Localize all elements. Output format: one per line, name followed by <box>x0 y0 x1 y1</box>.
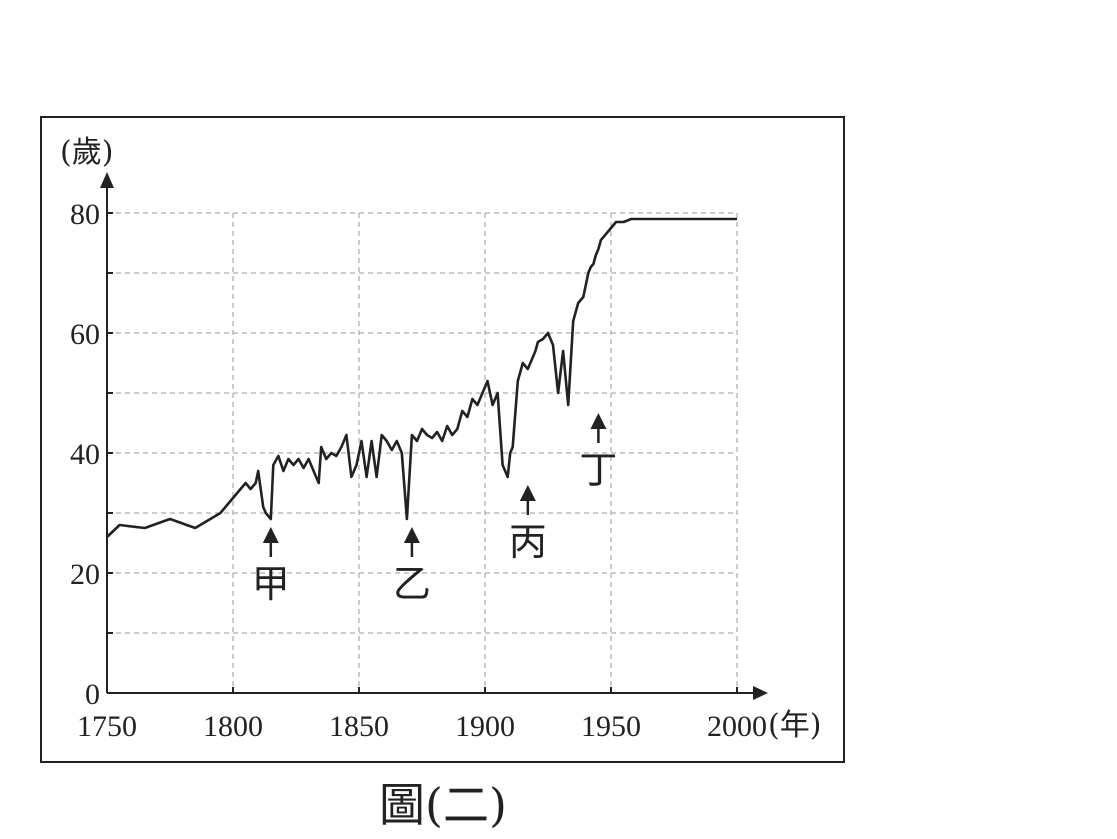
annotation-label: 丙 <box>509 520 547 564</box>
annotation-label: 丁 <box>579 448 617 492</box>
series <box>106 217 737 538</box>
y-tick-label: 40 <box>70 438 100 471</box>
annotations: 甲 乙 丙丁 <box>252 413 617 606</box>
x-tick-label: 1850 <box>329 710 389 743</box>
figure-caption: 圖(二) <box>379 778 507 832</box>
x-tick-label: 2000 <box>707 710 767 743</box>
y-axis-label: (歲) <box>60 135 113 170</box>
annotation-label: 甲 <box>252 562 290 606</box>
x-axis-arrow <box>753 686 768 700</box>
grid <box>107 212 738 693</box>
annotation-arrowhead <box>590 413 607 429</box>
y-tick-label: 0 <box>85 678 100 711</box>
tick-labels: 1750 1800 1850 1900 1950 2000 0 20 40 60 80 <box>70 198 767 743</box>
x-tick-label: 1800 <box>203 710 263 743</box>
x-tick-label: 1750 <box>77 710 137 743</box>
annotation-arrowhead <box>262 527 279 543</box>
y-axis-arrow <box>100 172 114 188</box>
x-tick-label: 1900 <box>455 710 515 743</box>
y-tick-label: 60 <box>70 318 100 351</box>
axes <box>100 172 768 700</box>
annotation-label: 乙 <box>393 562 431 606</box>
x-axis-label: (年) <box>768 708 821 743</box>
y-tick-label: 80 <box>70 198 100 231</box>
x-tick-label: 1950 <box>581 710 641 743</box>
annotation-arrowhead <box>519 485 536 501</box>
series-line <box>106 217 737 538</box>
annotation-arrowhead <box>403 527 420 543</box>
y-tick-label: 20 <box>70 558 100 591</box>
chart-frame <box>40 116 845 763</box>
